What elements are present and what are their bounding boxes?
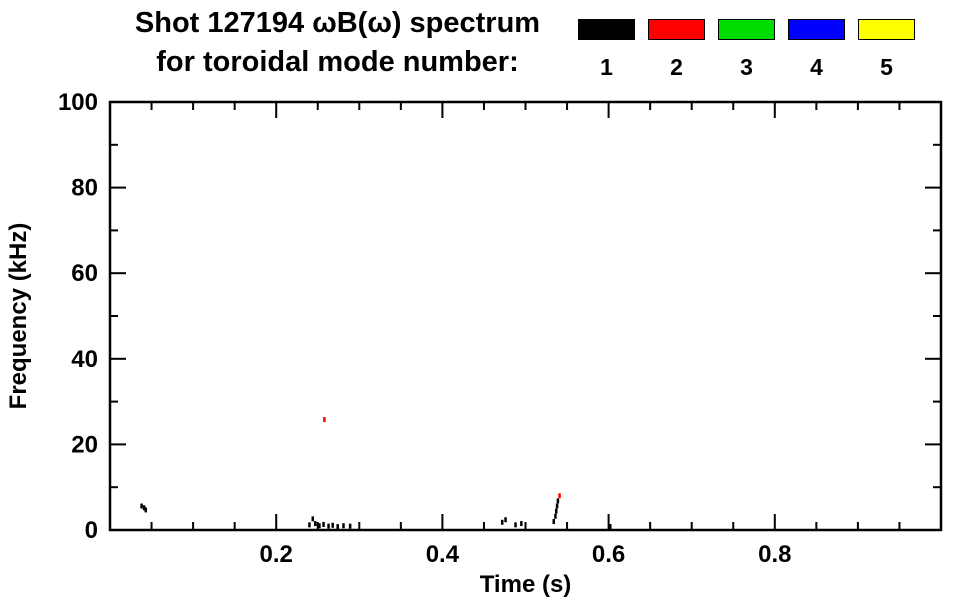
y-tick-label: 60 bbox=[71, 260, 98, 287]
legend-item: 4 bbox=[788, 19, 845, 79]
spectrum-point bbox=[331, 522, 334, 528]
spectrum-point bbox=[142, 505, 146, 511]
plot-area: 0.2 0.4 0.6 0.8 0 20 40 60 80 100 Time (s) Frequenc… bbox=[0, 92, 963, 615]
legend-swatch bbox=[718, 19, 775, 40]
axis-labels: 0.2 0.4 0.6 0.8 0 20 40 60 80 100 Time (s) Frequenc… bbox=[5, 92, 791, 598]
chart-title: Shot 127194 ωB(ω) spectrum bbox=[134, 7, 541, 39]
legend-mode-label: 2 bbox=[670, 54, 683, 80]
legend-mode-label: 5 bbox=[880, 54, 893, 80]
legend-item: 5 bbox=[858, 19, 915, 79]
y-tick-label: 20 bbox=[71, 431, 98, 458]
spectrum-point bbox=[609, 524, 612, 530]
spectrum-point bbox=[342, 523, 345, 529]
spectrum-point bbox=[327, 523, 330, 529]
legend-item: 2 bbox=[648, 19, 705, 79]
spectrum-point bbox=[311, 516, 315, 522]
legend-swatch bbox=[578, 19, 635, 40]
x-tick-label: 0.4 bbox=[426, 541, 460, 568]
y-tick-label: 40 bbox=[71, 346, 98, 373]
spectrum-point bbox=[514, 522, 517, 528]
spectrum-point bbox=[500, 519, 504, 525]
spectrum-point bbox=[504, 517, 507, 523]
spectrum-point bbox=[348, 523, 352, 529]
spectrum-point bbox=[556, 498, 560, 504]
spectrum-point bbox=[144, 507, 147, 513]
spectrum-plot-svg: 0.2 0.4 0.6 0.8 0 20 40 60 80 100 Time (s) Frequenc… bbox=[5, 92, 943, 598]
spectrum-point bbox=[555, 503, 559, 509]
spectrum-point bbox=[322, 521, 325, 527]
spectrum-point bbox=[552, 518, 556, 524]
spectrum-point bbox=[554, 513, 557, 519]
legend-mode-label: 1 bbox=[600, 54, 613, 80]
x-tick-label: 0.2 bbox=[260, 541, 293, 568]
axis-ticks bbox=[109, 101, 942, 531]
legend-swatch bbox=[858, 19, 915, 40]
plot-frame bbox=[108, 100, 943, 532]
chart-subtitle: for toroidal mode number: bbox=[156, 46, 519, 78]
x-tick-label: 0.8 bbox=[758, 541, 791, 568]
mode-legend: 1 2 3 4 5 bbox=[578, 19, 915, 79]
legend-swatch bbox=[648, 19, 705, 40]
chart-header: Shot 127194 ωB(ω) spectrum for toroidal … bbox=[0, 0, 963, 92]
legend-swatch bbox=[788, 19, 845, 40]
spectrum-point bbox=[318, 523, 321, 529]
spectrum-point bbox=[308, 522, 311, 528]
spectrum-point bbox=[520, 521, 523, 527]
data-points bbox=[140, 417, 612, 530]
legend-item: 3 bbox=[718, 19, 775, 79]
legend-item: 1 bbox=[578, 19, 635, 79]
y-tick-label: 0 bbox=[85, 517, 98, 544]
y-tick-label: 80 bbox=[71, 175, 98, 202]
spectrum-point bbox=[558, 493, 561, 499]
spectrum-point bbox=[314, 521, 317, 527]
spectrum-point bbox=[554, 508, 558, 514]
y-axis-title: Frequency (kHz) bbox=[5, 223, 32, 410]
legend-mode-label: 4 bbox=[810, 54, 823, 80]
spectrum-point bbox=[336, 524, 339, 530]
x-axis-title: Time (s) bbox=[480, 571, 572, 598]
x-tick-label: 0.6 bbox=[592, 541, 625, 568]
y-tick-label: 100 bbox=[58, 92, 98, 116]
spectrum-point bbox=[140, 503, 143, 509]
spectrum-point bbox=[323, 417, 326, 423]
legend-mode-label: 3 bbox=[740, 54, 753, 80]
chart-titles: Shot 127194 ωB(ω) spectrum for toroidal … bbox=[105, 4, 570, 82]
